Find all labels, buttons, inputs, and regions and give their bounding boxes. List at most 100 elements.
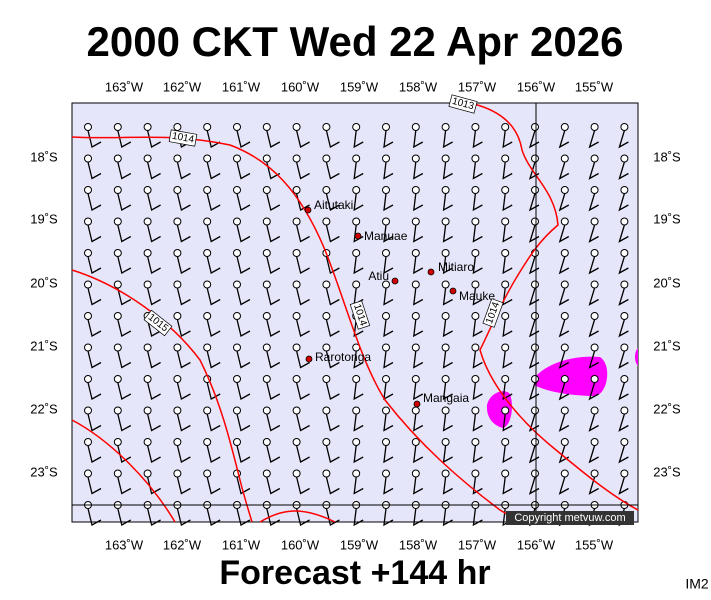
station [590, 375, 599, 383]
wind-barb [413, 476, 424, 495]
wind-barb [588, 382, 599, 401]
wind-barb [353, 350, 364, 369]
station [233, 343, 241, 352]
station [173, 249, 182, 257]
wind-barb [146, 508, 161, 526]
wind-barb [206, 445, 221, 463]
station [531, 343, 539, 352]
wind-barb [266, 382, 281, 400]
isobar [71, 269, 253, 523]
wind-barb [87, 413, 102, 432]
station [322, 375, 331, 383]
station [590, 249, 599, 257]
place-marker [413, 400, 421, 408]
station [322, 186, 331, 194]
wind-barb [266, 350, 281, 369]
station [441, 343, 450, 352]
station [441, 154, 450, 163]
station [471, 343, 480, 352]
wind-barb [117, 350, 132, 369]
wind-barb [618, 256, 629, 275]
wind-barb [442, 193, 453, 212]
station [84, 469, 92, 478]
wind-barb [117, 508, 132, 526]
wind-barb [442, 161, 453, 180]
wind-barb [413, 382, 424, 401]
station [322, 154, 331, 163]
station [620, 406, 629, 415]
wind-barb [558, 350, 570, 369]
station [113, 438, 122, 446]
station [113, 123, 122, 131]
wind-barb [266, 193, 281, 211]
wind-barb [117, 476, 132, 495]
wind-barb [206, 287, 221, 306]
wind-barb [325, 193, 340, 211]
lat-label: 19˚S [30, 211, 58, 226]
station [322, 123, 331, 131]
station [322, 280, 331, 289]
wind-barb [176, 224, 191, 243]
place-marker [391, 277, 399, 285]
station [233, 312, 241, 320]
place-name: Mauke [459, 289, 495, 303]
station [531, 123, 539, 131]
station [590, 217, 599, 226]
wind-barb [472, 382, 483, 401]
wind-barb [295, 445, 310, 463]
station [501, 123, 510, 131]
station [590, 469, 599, 478]
wind-barb [442, 445, 453, 464]
station [501, 375, 510, 383]
lon-label: 162˚W [163, 537, 202, 552]
wind-barb [413, 256, 424, 275]
lat-label: 20˚S [30, 275, 58, 290]
place-name: Mitiaro [438, 260, 474, 274]
station [441, 375, 450, 383]
wind-barb [588, 350, 599, 369]
wind-barb [472, 413, 483, 432]
station [233, 186, 241, 194]
station [382, 312, 390, 320]
station [560, 249, 569, 257]
station [113, 186, 122, 194]
wind-barb [87, 319, 102, 337]
station [143, 154, 152, 163]
wind-barb [325, 256, 340, 274]
station [203, 406, 212, 415]
lon-label: 158˚W [399, 537, 438, 552]
station [471, 438, 480, 446]
wind-barb [413, 130, 424, 149]
station [84, 375, 92, 383]
station [531, 217, 539, 226]
wind-barb [472, 319, 483, 338]
station [262, 438, 271, 446]
wind-barb [413, 287, 424, 306]
station [411, 123, 420, 131]
lon-label: 158˚W [399, 79, 438, 94]
wind-barb [325, 161, 340, 180]
wind-barb [117, 319, 132, 337]
station [411, 186, 420, 194]
station [322, 217, 331, 226]
wind-barb [176, 287, 191, 306]
wind-barb [558, 193, 570, 212]
wind-barb [295, 256, 310, 274]
wind-barb [353, 319, 364, 338]
station [441, 469, 450, 478]
wind-barb [146, 193, 161, 211]
station [173, 469, 182, 478]
station [441, 186, 450, 194]
wind-barb [618, 224, 629, 243]
lon-label: 159˚W [340, 79, 379, 94]
wind-barbs [84, 123, 629, 527]
precip-area [534, 356, 608, 396]
station [411, 312, 420, 320]
station [620, 375, 629, 383]
station [441, 406, 450, 415]
lon-label: 155˚W [575, 537, 614, 552]
station [233, 280, 241, 289]
station [292, 123, 301, 131]
wind-barb [353, 508, 364, 527]
wind-barb [618, 350, 629, 369]
